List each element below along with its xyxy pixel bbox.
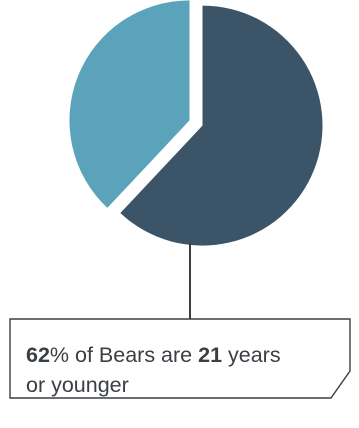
callout-percent-value: 62 xyxy=(26,343,50,367)
pie-slices xyxy=(69,0,323,246)
pie-slice-0 xyxy=(120,5,323,246)
callout-line1-suffix: years xyxy=(222,343,281,367)
callout-age-value: 21 xyxy=(198,343,223,367)
callout-text: 62% of Bears are 21 years or younger xyxy=(26,340,346,400)
pie-slice-1 xyxy=(69,0,190,208)
callout-line2: or younger xyxy=(26,373,129,397)
callout-box xyxy=(9,318,351,399)
callout-percent-suffix: % of Bears are xyxy=(49,343,199,367)
